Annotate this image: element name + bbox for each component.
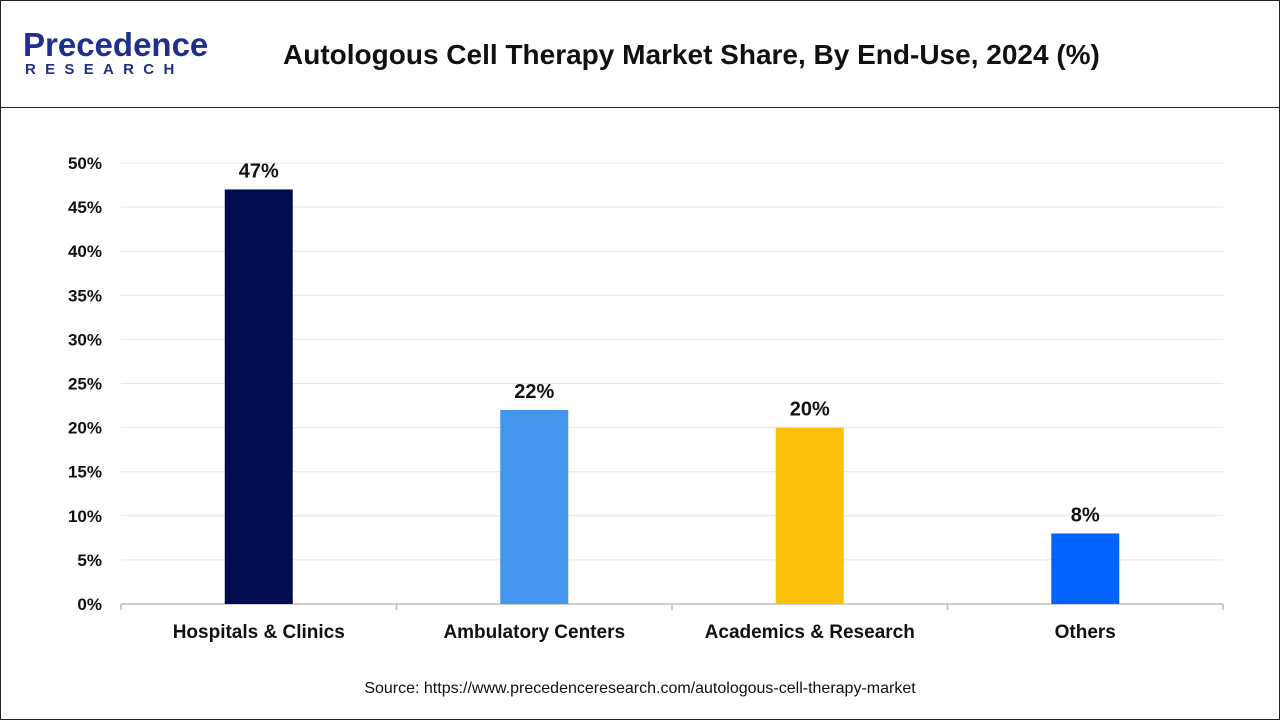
bar <box>775 427 844 604</box>
x-tick-label: Others <box>1055 622 1116 643</box>
bar <box>224 189 293 604</box>
brand-subname: RESEARCH <box>25 61 184 78</box>
x-tick-label: Ambulatory Centers <box>443 622 625 643</box>
y-tick-label: 0% <box>77 595 102 614</box>
y-tick-label: 30% <box>68 330 102 349</box>
data-label: 8% <box>1071 504 1100 526</box>
data-label: 22% <box>514 381 554 403</box>
y-tick-label: 45% <box>68 198 102 217</box>
y-tick-label: 50% <box>68 154 102 173</box>
chart-title: Autologous Cell Therapy Market Share, By… <box>283 39 1100 70</box>
header: Precedence RESEARCH Autologous Cell Ther… <box>1 1 1279 108</box>
brand-logo: Precedence RESEARCH <box>23 26 209 79</box>
y-tick-label: 35% <box>68 286 102 305</box>
data-label: 20% <box>790 399 830 421</box>
y-tick-label: 25% <box>68 375 102 394</box>
y-tick-label: 5% <box>77 551 102 570</box>
bar <box>1051 533 1120 604</box>
y-tick-label: 10% <box>68 507 102 526</box>
brand-name: Precedence <box>23 26 209 63</box>
y-tick-label: 15% <box>68 463 102 482</box>
source-note: Source: https://www.precedenceresearch.c… <box>364 680 916 697</box>
x-tick-label: Hospitals & Clinics <box>173 622 345 643</box>
y-tick-label: 20% <box>68 419 102 438</box>
bar <box>500 409 569 604</box>
y-tick-label: 40% <box>68 242 102 261</box>
x-tick-label: Academics & Research <box>705 622 915 643</box>
data-label: 47% <box>239 160 279 182</box>
